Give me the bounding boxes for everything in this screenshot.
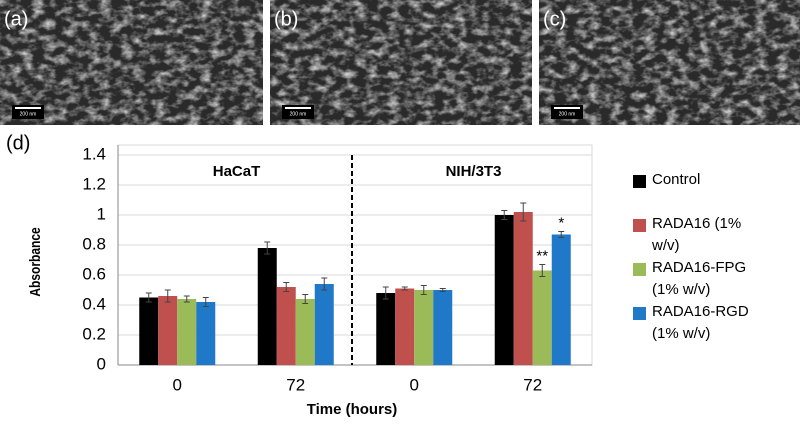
bar [532, 270, 552, 365]
bar [158, 296, 178, 365]
bar [494, 215, 514, 365]
error-bar [439, 288, 446, 292]
error-bar [420, 285, 427, 295]
sem-texture [0, 0, 263, 125]
x-tick-label: 72 [286, 375, 305, 394]
scale-label: 200 nm [559, 111, 576, 117]
legend: Control RADA16 (1% w/v) RADA16-FPG (1% w/v… [633, 171, 793, 348]
error-bar [283, 282, 290, 292]
bar [513, 212, 533, 365]
panel-label: (d) [6, 132, 30, 154]
bar [314, 284, 334, 365]
error-bar [264, 241, 271, 255]
bar [395, 288, 415, 365]
x-axis-label: Time (hours) [307, 401, 398, 418]
legend-label: RADA16-FPG (1% w/v) [652, 259, 747, 298]
bar [295, 299, 315, 365]
y-tick-label: 0.4 [82, 294, 106, 313]
x-tick-label: 72 [523, 375, 542, 394]
scale-label: 200 nm [20, 111, 37, 117]
y-tick-label: 0.6 [82, 264, 106, 283]
x-tick-label: 0 [173, 375, 182, 394]
y-tick-label: 0 [97, 354, 106, 373]
legend-swatch [633, 219, 646, 232]
bar [414, 290, 434, 365]
legend-item: RADA16-FPG (1% w/v) [633, 259, 793, 304]
error-bar [520, 202, 527, 222]
y-tick-label: 1 [97, 204, 106, 223]
y-tick-label: 1.2 [82, 174, 106, 193]
legend-swatch [633, 175, 646, 188]
error-bar [382, 286, 389, 300]
legend-item: RADA16 (1% w/v) [633, 215, 793, 260]
panel-label: (c) [543, 8, 566, 30]
group-label: NIH/3T3 [446, 163, 502, 180]
error-bar [501, 210, 508, 220]
bar [177, 299, 197, 365]
bar [196, 302, 216, 365]
error-bar [145, 292, 152, 303]
error-bar [183, 295, 190, 303]
legend-label: RADA16-RGD (1% w/v) [652, 303, 749, 342]
significance-mark: ** [536, 247, 548, 264]
legend-swatch [633, 263, 646, 276]
legend-item: Control [633, 171, 793, 216]
y-tick-label: 0.8 [82, 234, 106, 253]
bar [376, 293, 396, 365]
legend-label: RADA16 (1% w/v) [652, 215, 742, 254]
panel-label: (a) [4, 8, 28, 30]
y-tick-label: 1.4 [82, 144, 106, 163]
scale-label: 200 nm [290, 111, 307, 117]
y-tick-label: 0.2 [82, 324, 106, 343]
x-tick-label: 0 [410, 375, 419, 394]
error-bar [539, 264, 546, 277]
legend-label: Control [652, 171, 701, 188]
bar [257, 248, 277, 365]
legend-swatch [633, 307, 646, 320]
legend-item: RADA16-RGD (1% w/v) [633, 303, 793, 348]
bar [139, 297, 159, 365]
error-bar [202, 297, 209, 307]
error-bar [164, 289, 171, 303]
bar [276, 287, 296, 365]
error-bar [321, 277, 328, 291]
error-bar [302, 294, 309, 304]
sem-texture [539, 0, 800, 125]
bar [433, 290, 453, 365]
sem-texture [270, 0, 532, 125]
error-bar [558, 231, 565, 238]
group-label: HaCaT [213, 163, 261, 180]
bar [551, 234, 571, 365]
y-axis-label: Absorbance [27, 227, 44, 297]
significance-mark: * [558, 214, 564, 231]
panel-label: (b) [274, 8, 298, 30]
error-bar [401, 286, 408, 291]
